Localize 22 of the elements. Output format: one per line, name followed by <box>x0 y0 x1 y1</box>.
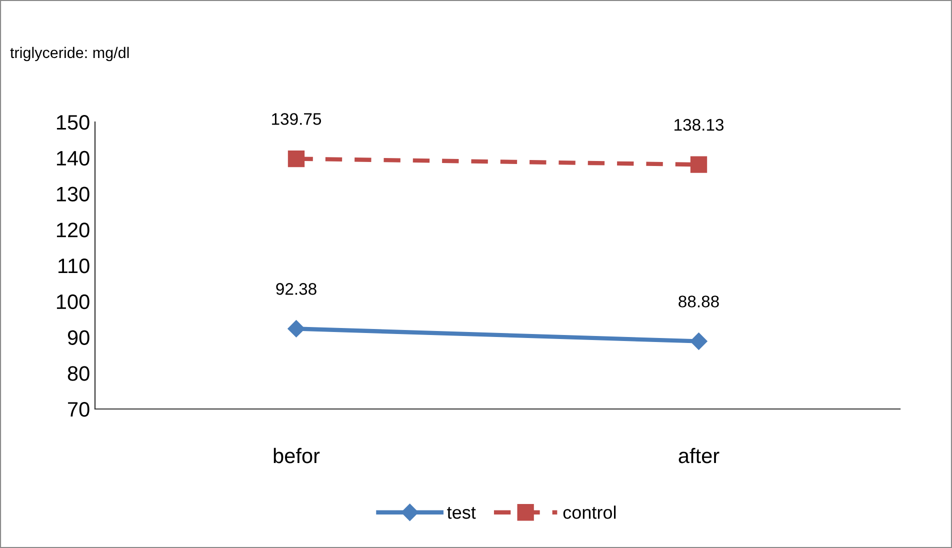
y-tick-label: 100 <box>56 294 90 310</box>
data-label: 139.75 <box>272 113 322 125</box>
data-label: 88.88 <box>678 296 719 308</box>
y-tick-label: 80 <box>68 366 90 381</box>
x-tick-label: befor <box>274 448 320 464</box>
point <box>690 332 708 350</box>
legend-label: control <box>563 506 616 519</box>
y-tick-label: 110 <box>58 258 90 274</box>
y-tick-label: 150 <box>56 115 90 130</box>
y-tick-label: 90 <box>68 330 90 346</box>
point <box>288 320 305 338</box>
y-tick-label: 130 <box>56 186 90 202</box>
point <box>690 156 708 173</box>
data-label: 92.38 <box>276 283 316 295</box>
y-axis-title: triglyceride: mg/dl <box>10 46 129 62</box>
y-tick-label: 70 <box>68 402 90 417</box>
data-label: 138.13 <box>674 118 724 131</box>
legend-label: test <box>447 507 476 519</box>
x-tick-label: after <box>678 448 720 464</box>
y-tick-label: 140 <box>56 150 90 166</box>
y-tick-label: 120 <box>56 222 90 238</box>
point <box>288 150 305 168</box>
